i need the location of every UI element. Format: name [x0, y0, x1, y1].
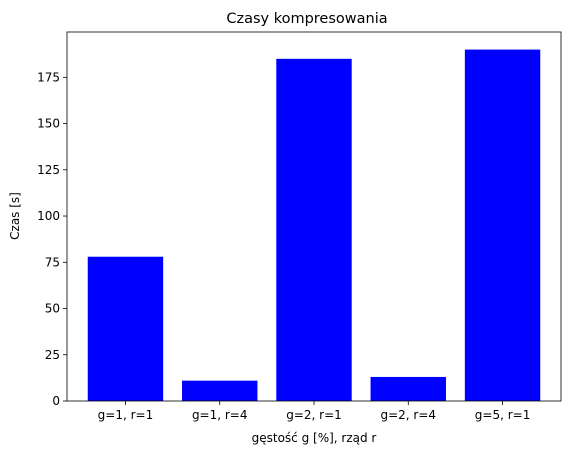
y-tick-label: 25 [45, 348, 60, 362]
x-axis-label: gęstość g [%], rząd r [252, 431, 377, 445]
y-tick-label: 150 [37, 117, 60, 131]
x-tick-label: g=1, r=4 [192, 408, 248, 422]
x-tick-label: g=5, r=1 [475, 408, 531, 422]
x-tick-label: g=2, r=1 [286, 408, 342, 422]
axes-group: g=1, r=1 g=1, r=4 g=2, r=1 g=2, r=4 g=5, r=1… [37, 31, 562, 422]
x-tick-label: g=2, r=4 [380, 408, 436, 422]
bar-3 [276, 58, 352, 401]
y-tick-label: 100 [37, 209, 60, 223]
y-axis-label: Czas [s] [8, 192, 22, 240]
plot-frame [66, 31, 562, 402]
y-tick-label: 75 [45, 255, 60, 269]
bar-2 [182, 380, 258, 401]
bars-group [87, 49, 541, 401]
chart-title: Czasy kompresowania [226, 11, 387, 27]
bar-1 [87, 256, 164, 401]
bar-4 [370, 376, 446, 401]
x-tick-label: g=1, r=1 [98, 408, 154, 422]
y-tick-label: 125 [37, 163, 60, 177]
y-tick-label: 175 [37, 70, 60, 84]
y-tick-label: 50 [45, 302, 60, 316]
y-tick-label: 0 [52, 394, 60, 408]
bar-5 [464, 49, 541, 401]
